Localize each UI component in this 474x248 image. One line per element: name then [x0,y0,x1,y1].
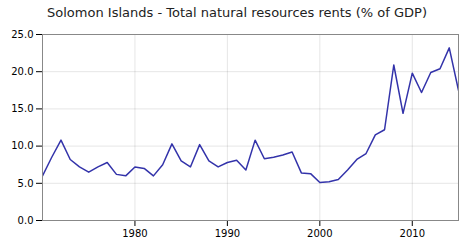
svg-text:15.0: 15.0 [11,103,33,114]
svg-text:1990: 1990 [215,228,240,239]
svg-text:10.0: 10.0 [11,140,33,151]
svg-text:1980: 1980 [122,228,147,239]
svg-text:2010: 2010 [400,228,425,239]
svg-text:0.0: 0.0 [18,215,34,226]
svg-text:5.0: 5.0 [18,178,34,189]
svg-text:2000: 2000 [307,228,332,239]
svg-text:25.0: 25.0 [11,29,33,40]
html-text:Solomon Islands - Total natura: Solomon Islands - Total natural resource… [47,5,427,20]
svg-text:20.0: 20.0 [11,66,33,77]
